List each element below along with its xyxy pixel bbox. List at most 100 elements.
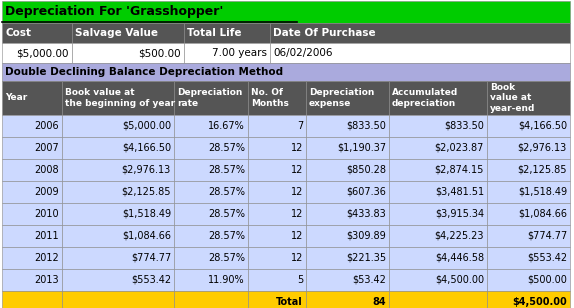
Bar [389,81,487,115]
Bar [389,159,487,181]
Bar [2,159,62,181]
Text: $774.77: $774.77 [131,253,171,263]
Text: $774.77: $774.77 [527,231,567,241]
Text: 12: 12 [290,143,303,153]
Bar [487,203,570,225]
Text: Depreciation For 'Grasshopper': Depreciation For 'Grasshopper' [5,6,223,18]
Bar [389,115,487,137]
Text: $2,125.85: $2,125.85 [122,187,171,197]
Text: 12: 12 [290,165,303,175]
Bar [62,269,174,291]
Text: 2012: 2012 [34,253,59,263]
Bar [62,137,174,159]
Text: 28.57%: 28.57% [208,165,245,175]
Bar [174,247,248,269]
Bar [62,225,174,247]
Text: 06/02/2006: 06/02/2006 [273,48,332,58]
Bar [174,137,248,159]
Bar [306,137,389,159]
Text: $1,190.37: $1,190.37 [337,143,386,153]
Bar [389,247,487,269]
Text: $1,518.49: $1,518.49 [518,187,567,197]
Text: $4,166.50: $4,166.50 [518,121,567,131]
Bar [487,81,570,115]
Text: Accumulated
depreciation: Accumulated depreciation [392,88,458,108]
Bar [306,159,389,181]
Text: $2,976.13: $2,976.13 [122,165,171,175]
Text: 2010: 2010 [34,209,59,219]
Bar [306,115,389,137]
Text: $553.42: $553.42 [527,253,567,263]
Bar [487,291,570,308]
Text: $2,976.13: $2,976.13 [518,143,567,153]
Bar [174,203,248,225]
Bar [174,181,248,203]
Bar [62,159,174,181]
Text: 2006: 2006 [34,121,59,131]
Text: Book value at
the beginning of year: Book value at the beginning of year [65,88,175,108]
Bar [248,291,306,308]
Bar [306,291,389,308]
Bar [62,115,174,137]
Text: $4,225.23: $4,225.23 [435,231,484,241]
Text: $5,000.00: $5,000.00 [122,121,171,131]
Text: $4,500.00: $4,500.00 [435,275,484,285]
Text: Depreciation
expense: Depreciation expense [309,88,374,108]
Text: 28.57%: 28.57% [208,187,245,197]
Bar [72,23,184,43]
Text: Cost: Cost [5,28,31,38]
Text: 12: 12 [290,187,303,197]
Text: $1,084.66: $1,084.66 [518,209,567,219]
Bar [184,43,270,63]
Bar [487,137,570,159]
Bar [248,247,306,269]
Text: Double Declining Balance Depreciation Method: Double Declining Balance Depreciation Me… [5,67,283,77]
Bar [248,181,306,203]
Bar [306,269,389,291]
Text: $309.89: $309.89 [346,231,386,241]
Bar [72,43,184,63]
Text: $5,000.00: $5,000.00 [17,48,69,58]
Bar [248,137,306,159]
Bar [174,115,248,137]
Bar [174,269,248,291]
Bar [248,269,306,291]
Text: Depreciation
rate: Depreciation rate [177,88,242,108]
Text: 28.57%: 28.57% [208,209,245,219]
Bar [306,225,389,247]
Bar [248,159,306,181]
Text: $500.00: $500.00 [138,48,181,58]
Bar [487,225,570,247]
Bar [2,203,62,225]
Bar [2,1,570,23]
Bar [62,247,174,269]
Bar [306,203,389,225]
Text: No. Of
Months: No. Of Months [251,88,289,108]
Bar [487,181,570,203]
Bar [248,115,306,137]
Bar [174,225,248,247]
Text: 12: 12 [290,209,303,219]
Bar [487,247,570,269]
Bar [2,137,62,159]
Bar [2,63,570,81]
Text: $833.50: $833.50 [444,121,484,131]
Bar [62,203,174,225]
Text: $607.36: $607.36 [346,187,386,197]
Text: 5: 5 [297,275,303,285]
Text: 28.57%: 28.57% [208,143,245,153]
Bar [270,43,570,63]
Text: $4,500.00: $4,500.00 [512,297,567,307]
Bar [2,291,62,308]
Text: $433.83: $433.83 [346,209,386,219]
Bar [2,115,62,137]
Bar [248,203,306,225]
Bar [389,291,487,308]
Bar [2,43,72,63]
Bar [306,247,389,269]
Bar [174,159,248,181]
Bar [487,115,570,137]
Text: Salvage Value: Salvage Value [75,28,158,38]
Bar [184,23,270,43]
Text: 28.57%: 28.57% [208,231,245,241]
